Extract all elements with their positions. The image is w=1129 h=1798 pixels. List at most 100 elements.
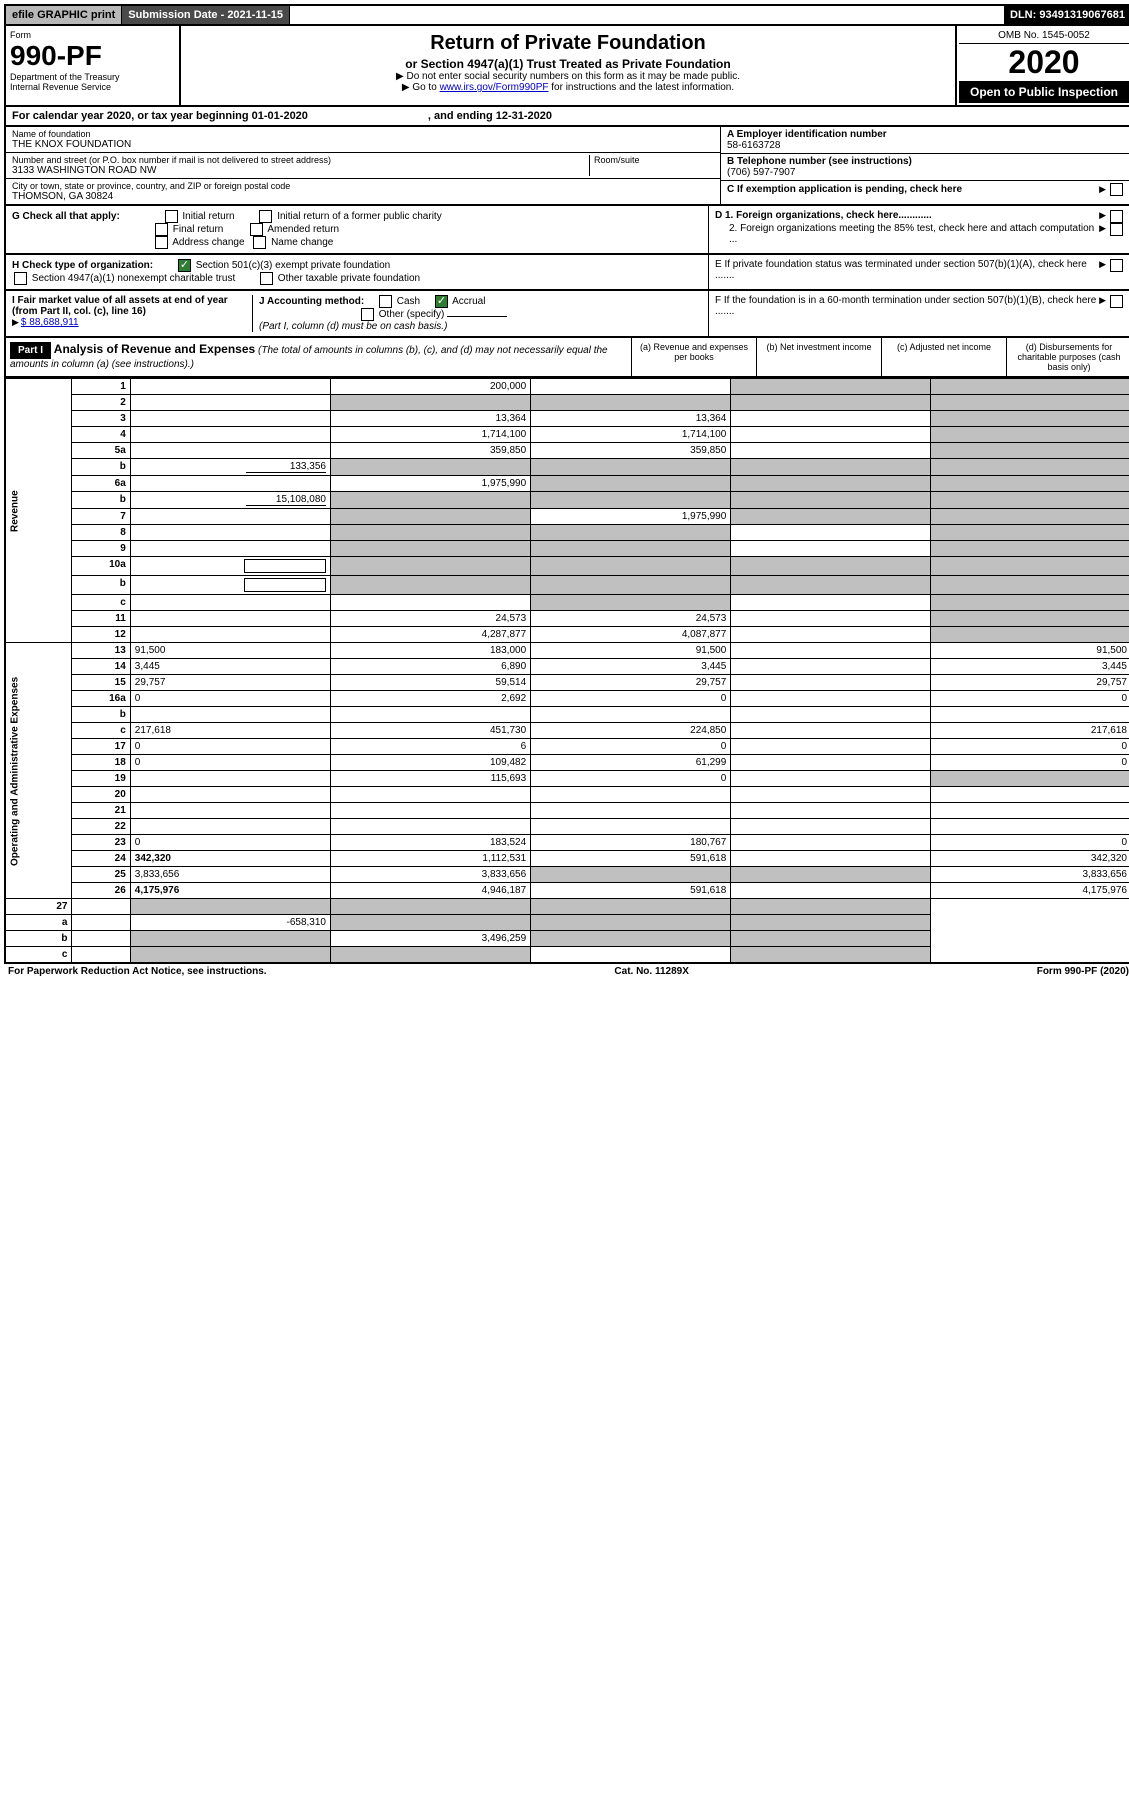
irs: Internal Revenue Service [10, 82, 175, 92]
amount-cell [731, 509, 931, 525]
line-number: 13 [72, 643, 130, 659]
table-row: 20 [5, 787, 1129, 803]
amount-cell [731, 707, 931, 723]
col-d-head: (d) Disbursements for charitable purpose… [1006, 338, 1129, 376]
amount-cell: 29,757 [531, 675, 731, 691]
line-number: b [5, 931, 72, 947]
table-row: 22 [5, 819, 1129, 835]
note-link: ▶ Go to www.irs.gov/Form990PF for instru… [185, 82, 951, 93]
amount-cell: 183,524 [330, 835, 530, 851]
line-number: 24 [72, 851, 130, 867]
table-row: c [5, 947, 1129, 964]
line-number: 6a [72, 476, 130, 492]
form-header: Form 990-PF Department of the Treasury I… [4, 26, 1129, 107]
line-description [130, 819, 330, 835]
amount-cell: 4,087,877 [531, 627, 731, 643]
line-number: 21 [72, 803, 130, 819]
amount-cell [731, 835, 931, 851]
line-number: b [72, 576, 130, 595]
table-row: b3,496,259 [5, 931, 1129, 947]
table-row: c [5, 595, 1129, 611]
line-number: b [72, 459, 130, 476]
col-a-head: (a) Revenue and expenses per books [631, 338, 756, 376]
amount-cell [731, 771, 931, 787]
footer: For Paperwork Reduction Act Notice, see … [4, 964, 1129, 979]
line-description: 0 [130, 755, 330, 771]
line-number: 7 [72, 509, 130, 525]
amount-cell [931, 379, 1129, 395]
id-left: Name of foundation THE KNOX FOUNDATION N… [6, 127, 720, 204]
line-description [72, 947, 130, 964]
line-description [130, 541, 330, 557]
amount-cell: 591,618 [531, 883, 731, 899]
line-number: a [5, 915, 72, 931]
amount-cell [931, 443, 1129, 459]
irs-link[interactable]: www.irs.gov/Form990PF [440, 82, 549, 93]
amount-cell: 180,767 [531, 835, 731, 851]
dept: Department of the Treasury [10, 72, 175, 82]
line-description [130, 509, 330, 525]
line-number: c [72, 723, 130, 739]
amount-cell: 4,287,877 [330, 627, 530, 643]
part1-desc: Part I Analysis of Revenue and Expenses … [6, 338, 631, 376]
amount-cell: 451,730 [330, 723, 530, 739]
amount-cell [931, 611, 1129, 627]
checkbox-c[interactable] [1110, 183, 1123, 196]
amount-cell [330, 787, 530, 803]
line-number: 27 [5, 899, 72, 915]
id-right: A Employer identification number 58-6163… [720, 127, 1129, 204]
amount-cell: 359,850 [531, 443, 731, 459]
table-row: 143,4456,8903,4453,445 [5, 659, 1129, 675]
amount-cell [330, 595, 530, 611]
ij-checks: I Fair market value of all assets at end… [6, 291, 708, 336]
address-cell: Number and street (or P.O. box number if… [6, 153, 720, 179]
footer-center: Cat. No. 11289X [614, 966, 688, 977]
amount-cell: 217,618 [931, 723, 1129, 739]
checks-row-ij: I Fair market value of all assets at end… [4, 291, 1129, 338]
line-number: 15 [72, 675, 130, 691]
line-number: 1 [72, 379, 130, 395]
line-number: b [72, 707, 130, 723]
ein-cell: A Employer identification number 58-6163… [721, 127, 1129, 154]
line-number: 26 [72, 883, 130, 899]
amount-cell [130, 947, 330, 964]
amount-cell: 24,573 [531, 611, 731, 627]
amount-cell: 4,946,187 [330, 883, 530, 899]
amount-cell [531, 476, 731, 492]
amount-cell: 13,364 [531, 411, 731, 427]
line-number: 25 [72, 867, 130, 883]
line-number: 17 [72, 739, 130, 755]
amount-cell [731, 691, 931, 707]
line-description: 29,757 [130, 675, 330, 691]
line-description [130, 803, 330, 819]
amount-cell: 3,445 [931, 659, 1129, 675]
amount-cell [330, 509, 530, 525]
amount-cell [931, 492, 1129, 509]
table-row: 27 [5, 899, 1129, 915]
amount-cell [531, 379, 731, 395]
line-description [130, 427, 330, 443]
amount-cell [931, 476, 1129, 492]
line-number: 10a [72, 557, 130, 576]
table-row: 124,287,8774,087,877 [5, 627, 1129, 643]
line-number: 14 [72, 659, 130, 675]
footer-right: Form 990-PF (2020) [1037, 966, 1129, 977]
table-row: 170600 [5, 739, 1129, 755]
line-number: 8 [72, 525, 130, 541]
line-description: 4,175,976 [130, 883, 330, 899]
fmv-link[interactable]: $ 88,688,911 [21, 317, 79, 328]
amount-cell [330, 459, 530, 476]
amount-cell [531, 492, 731, 509]
col-c-head: (c) Adjusted net income [881, 338, 1006, 376]
checkbox-accrual[interactable] [435, 295, 448, 308]
table-row: 253,833,6563,833,6563,833,656 [5, 867, 1129, 883]
amount-cell: 29,757 [931, 675, 1129, 691]
amount-cell [931, 595, 1129, 611]
amount-cell [731, 643, 931, 659]
line-description [130, 787, 330, 803]
amount-cell [931, 819, 1129, 835]
top-bar: efile GRAPHIC print Submission Date - 20… [4, 4, 1129, 26]
line-description: 342,320 [130, 851, 330, 867]
col-b-head: (b) Net investment income [756, 338, 881, 376]
checkbox-501c3[interactable] [178, 259, 191, 272]
